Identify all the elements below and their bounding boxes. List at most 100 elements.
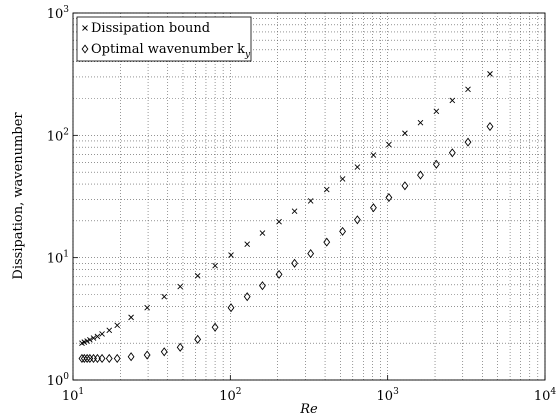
- cross-marker: [291, 208, 298, 214]
- x-tick-label: 103: [377, 387, 400, 404]
- cross-marker: [99, 331, 105, 337]
- cross-stroke: [114, 322, 121, 329]
- cross-stroke: [386, 141, 392, 148]
- diamond-shape: [78, 353, 86, 364]
- cross-marker: [465, 86, 471, 93]
- diamond-shape: [486, 121, 494, 132]
- diamond-shape: [211, 322, 219, 332]
- cross-stroke: [323, 186, 330, 193]
- diamond-marker: [98, 353, 106, 364]
- diamond-shape: [275, 269, 283, 279]
- cross-stroke: [354, 164, 361, 170]
- diamond-marker: [401, 181, 409, 191]
- cross-stroke: [194, 273, 201, 279]
- cross-marker: [323, 186, 330, 193]
- y-tick-label: 101: [47, 250, 69, 267]
- diamond-marker: [370, 203, 377, 213]
- plot-frame: [72, 12, 546, 381]
- diamond-marker: [83, 353, 91, 364]
- diamond-marker: [486, 121, 494, 132]
- cross-stroke: [307, 198, 314, 204]
- cross-stroke: [449, 97, 456, 104]
- diamond-marker: [323, 237, 331, 247]
- cross-stroke: [212, 262, 218, 269]
- cross-stroke: [90, 335, 97, 341]
- cross-marker: [177, 283, 184, 290]
- cross-marker: [228, 252, 234, 258]
- diamond-shape: [417, 170, 424, 180]
- cross-marker: [487, 71, 493, 77]
- cross-stroke: [82, 25, 88, 31]
- cross-stroke: [291, 208, 298, 214]
- diamond-marker: [194, 334, 202, 344]
- cross-marker: [386, 141, 392, 148]
- cross-marker: [354, 164, 361, 170]
- cross-stroke: [465, 86, 471, 93]
- cross-marker: [212, 262, 218, 269]
- cross-marker: [194, 273, 201, 279]
- cross-stroke: [177, 283, 184, 290]
- diamond-marker: [211, 322, 219, 332]
- cross-stroke: [259, 230, 266, 236]
- cross-marker: [87, 337, 93, 343]
- diamond-shape: [80, 353, 88, 364]
- cross-marker: [276, 218, 282, 225]
- diamond-marker: [143, 350, 151, 360]
- x-tick-label: 102: [219, 387, 241, 404]
- cross-stroke: [417, 119, 424, 126]
- diamond-shape: [385, 193, 393, 203]
- legend: Dissipation bound Optimal wavenumber ky: [76, 16, 252, 62]
- diamond-marker: [80, 353, 88, 364]
- diamond-marker: [243, 292, 251, 302]
- diamond-shape: [160, 347, 168, 357]
- y-tick-label: 103: [47, 5, 70, 22]
- cross-marker: [417, 119, 424, 126]
- cross-marker: [244, 241, 251, 247]
- diamond-shape: [81, 44, 89, 54]
- y-tick-label: 100: [47, 372, 70, 389]
- diamond-marker: [432, 159, 440, 169]
- diamond-marker: [307, 249, 315, 259]
- cross-stroke: [161, 293, 168, 300]
- diamond-marker: [176, 342, 184, 352]
- cross-stroke: [402, 130, 408, 137]
- legend-label: Dissipation bound: [91, 21, 210, 36]
- diamond-shape: [194, 334, 202, 344]
- cross-stroke: [144, 304, 150, 311]
- diamond-shape: [464, 137, 472, 147]
- diamond-shape: [401, 181, 409, 191]
- diamond-shape: [143, 350, 151, 360]
- diamond-marker: [291, 258, 298, 268]
- diamond-marker: [127, 352, 135, 362]
- cross-stroke: [244, 241, 251, 247]
- y-axis-label: Dissipation, wavenumber: [11, 112, 26, 280]
- cross-stroke: [99, 331, 105, 337]
- diamond-marker: [464, 137, 472, 147]
- cross-marker: [161, 293, 168, 300]
- cross-stroke: [276, 218, 282, 225]
- cross-stroke: [370, 152, 377, 158]
- diamond-marker: [105, 353, 113, 364]
- cross-marker: [94, 333, 101, 340]
- cross-marker: [114, 322, 121, 329]
- diamond-shape: [307, 249, 315, 259]
- diamond-shape: [291, 258, 298, 268]
- cross-marker: [144, 304, 150, 311]
- x-tick-label: 101: [62, 387, 84, 404]
- diamond-marker: [94, 353, 101, 364]
- cross-stroke: [94, 333, 101, 340]
- cross-stroke: [128, 314, 134, 321]
- x-tick-label: 104: [534, 387, 557, 404]
- diamond-shape: [113, 353, 121, 364]
- diamond-marker: [113, 353, 121, 364]
- diamond-marker: [259, 281, 266, 291]
- legend-label: Optimal wavenumber ky: [91, 42, 251, 60]
- y-tick-label: 102: [47, 127, 69, 144]
- diamond-shape: [339, 226, 347, 236]
- diamond-shape: [83, 353, 91, 364]
- diamond-shape: [448, 148, 456, 158]
- diamond-shape: [353, 215, 361, 225]
- cross-marker: [307, 198, 314, 204]
- cross-marker: [370, 152, 377, 158]
